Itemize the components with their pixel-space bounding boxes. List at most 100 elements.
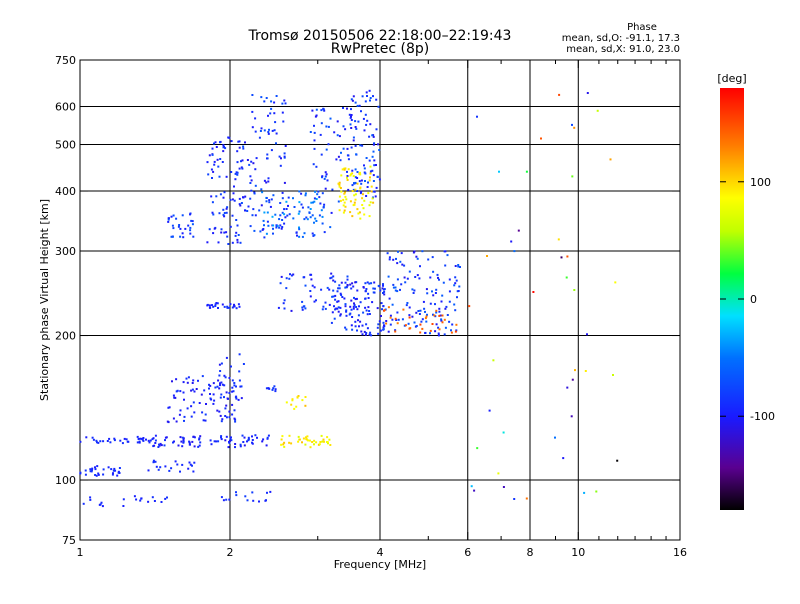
data-point	[273, 385, 276, 388]
data-point	[395, 257, 397, 260]
data-point	[229, 439, 231, 442]
data-point	[364, 306, 367, 309]
data-point	[227, 243, 230, 245]
data-point	[350, 146, 353, 149]
data-point	[285, 287, 288, 290]
data-point	[349, 200, 352, 203]
data-point	[442, 281, 445, 284]
data-point	[269, 490, 272, 493]
data-point	[316, 193, 319, 196]
data-point	[212, 213, 215, 216]
data-point	[182, 441, 185, 444]
data-point	[339, 306, 342, 309]
data-point	[453, 303, 456, 306]
data-point	[399, 288, 401, 291]
data-point	[265, 232, 268, 235]
data-point	[304, 192, 307, 195]
data-point	[241, 434, 244, 437]
data-point	[366, 313, 369, 316]
data-point	[140, 437, 143, 440]
data-point	[247, 436, 250, 439]
data-point	[448, 300, 451, 303]
data-point	[242, 147, 245, 150]
data-point	[218, 387, 221, 390]
data-point	[380, 302, 383, 305]
data-point	[373, 281, 376, 284]
y-tick-label: 500	[55, 139, 76, 152]
data-point	[179, 235, 182, 238]
data-point	[408, 270, 411, 273]
data-point	[243, 444, 246, 447]
data-point	[174, 460, 177, 463]
data-point	[209, 384, 212, 387]
data-point	[250, 189, 253, 192]
data-point	[174, 396, 177, 399]
data-point	[230, 171, 233, 173]
data-point	[183, 415, 186, 418]
data-point	[347, 168, 350, 171]
data-point	[429, 302, 432, 305]
data-point	[102, 468, 105, 471]
data-point	[181, 232, 184, 235]
data-point	[228, 442, 231, 444]
data-point	[208, 387, 210, 390]
data-point	[218, 212, 221, 215]
data-point	[263, 211, 266, 214]
data-point	[273, 101, 276, 104]
data-point	[217, 379, 220, 382]
data-point	[253, 191, 256, 194]
data-point	[438, 310, 441, 313]
data-point	[304, 396, 307, 398]
y-axis-ticks: 75 100 200 300 400 500 600 750	[55, 54, 680, 547]
data-point	[280, 443, 283, 446]
data-point	[223, 384, 226, 387]
data-point	[383, 293, 386, 296]
data-point	[187, 467, 190, 470]
data-point	[346, 176, 348, 179]
data-point	[363, 199, 366, 202]
data-point	[320, 122, 323, 125]
data-point	[377, 332, 380, 335]
data-point	[302, 276, 305, 279]
data-point	[595, 490, 598, 493]
data-point	[355, 153, 358, 156]
data-point	[344, 205, 347, 208]
data-point	[212, 170, 215, 173]
data-point	[309, 131, 312, 133]
data-point	[224, 415, 227, 417]
title-block: Tromsø 20150506 22:18:00–22:19:43 RwPret…	[248, 28, 512, 57]
colorbar-label: [deg]	[717, 72, 746, 85]
data-point	[266, 157, 269, 160]
data-point	[382, 326, 385, 329]
data-point	[408, 306, 411, 309]
data-point	[223, 374, 226, 377]
data-point	[331, 311, 334, 314]
data-point	[231, 390, 234, 393]
data-point	[240, 397, 243, 400]
data-point	[313, 300, 316, 303]
data-point	[349, 283, 352, 286]
data-point	[266, 211, 269, 214]
data-point	[382, 292, 384, 294]
data-point	[283, 441, 286, 444]
data-point	[324, 187, 327, 190]
data-point	[362, 207, 365, 210]
data-point	[244, 195, 247, 198]
data-point	[318, 214, 321, 217]
data-point	[360, 110, 362, 113]
data-point	[322, 205, 325, 208]
data-point	[454, 265, 457, 267]
data-point	[233, 303, 235, 306]
data-point	[347, 158, 350, 161]
data-point	[179, 436, 182, 439]
data-point	[265, 499, 267, 502]
data-point	[488, 409, 491, 412]
data-point	[392, 286, 395, 289]
data-point	[268, 387, 271, 390]
data-point	[147, 439, 150, 442]
data-point	[373, 164, 376, 167]
data-point	[432, 313, 434, 316]
data-point	[344, 195, 347, 198]
data-point	[338, 287, 341, 290]
data-point	[253, 229, 256, 232]
